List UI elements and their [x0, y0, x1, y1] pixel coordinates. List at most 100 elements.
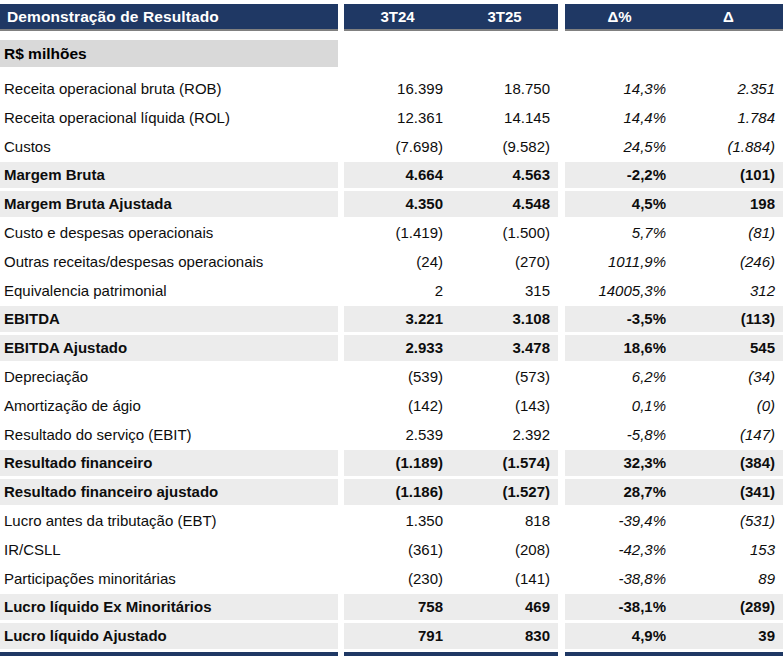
cell-delta: (246) — [674, 249, 783, 275]
table-row: Resultado financeiro (1.189) (1.574) 32,… — [0, 450, 783, 476]
table-row: Equivalencia patrimonial 2 315 14005,3% … — [0, 278, 783, 304]
cell-3t24: (142) — [344, 393, 451, 419]
cell-3t25: (141) — [451, 566, 558, 592]
column-header-delta: Δ — [674, 4, 783, 31]
cell-3t25: (9.582) — [451, 134, 558, 160]
column-gap — [558, 4, 565, 33]
cell-3t25: (573) — [451, 364, 558, 390]
table-row: Outras receitas/despesas operacionais (2… — [0, 249, 783, 275]
table-row: Resultado do serviço (EBIT) 2.539 2.392 … — [0, 422, 783, 448]
cell-3t25: 4.548 — [451, 191, 558, 217]
cell-delta-pct: 24,5% — [565, 134, 674, 160]
column-gap — [558, 306, 565, 332]
cell-delta: 89 — [674, 566, 783, 592]
column-gap — [558, 278, 565, 304]
unit-row: R$ milhões — [0, 40, 783, 67]
cell-delta-pct: 6,2% — [565, 364, 674, 390]
cell-delta-pct: 28,7% — [565, 479, 674, 505]
column-gap — [558, 422, 565, 448]
cell-3t24: (1.419) — [344, 220, 451, 246]
cell-label: Custos — [0, 134, 338, 160]
table-row: Participações minoritárias (230) (141) -… — [0, 566, 783, 592]
cell-label: Lucro antes da tributação (EBT) — [0, 508, 338, 534]
column-gap — [558, 537, 565, 563]
column-gap — [558, 508, 565, 534]
cell-label: Lucro líquido Ex Minoritários — [0, 594, 338, 620]
column-gap — [558, 652, 565, 656]
cell-3t24: 4.350 — [344, 191, 451, 217]
cell-delta: (289) — [674, 594, 783, 620]
cell-delta-pct: 4,9% — [565, 623, 674, 649]
income-statement-page: Demonstração de Resultado 3T24 3T25 Δ% Δ… — [0, 4, 783, 657]
cell-label: IR/CSLL — [0, 537, 338, 563]
cell-delta: 312 — [674, 278, 783, 304]
cell-3t25: (1.500) — [451, 220, 558, 246]
cell-3t25: 830 — [451, 623, 558, 649]
cell-3t24: (7.698) — [344, 134, 451, 160]
cell-label: Margem Bruta Ajustada — [0, 191, 338, 217]
column-gap — [558, 566, 565, 592]
table-body: Receita operacional bruta (ROB) 16.399 1… — [0, 76, 783, 649]
cell-3t24: (361) — [344, 537, 451, 563]
column-gap — [558, 450, 565, 476]
cell-3t24: (1.186) — [344, 479, 451, 505]
border-segment — [0, 652, 338, 656]
border-segment — [565, 652, 674, 656]
empty-cell — [674, 40, 783, 67]
cell-label: Lucro líquido Ajustado — [0, 623, 338, 649]
table-row: Margem Bruta Ajustada 4.350 4.548 4,5% 1… — [0, 191, 783, 217]
table-row: IR/CSLL (361) (208) -42,3% 153 — [0, 537, 783, 563]
cell-3t25: (208) — [451, 537, 558, 563]
empty-cell — [451, 40, 558, 67]
border-segment — [344, 652, 451, 656]
cell-3t25: 3.108 — [451, 306, 558, 332]
empty-cell — [344, 40, 451, 67]
cell-3t24: 3.221 — [344, 306, 451, 332]
column-gap — [558, 134, 565, 160]
cell-delta: 39 — [674, 623, 783, 649]
column-gap — [558, 479, 565, 505]
cell-3t24: 2 — [344, 278, 451, 304]
cell-label: Custo e despesas operacionais — [0, 220, 338, 246]
cell-delta: (147) — [674, 422, 783, 448]
column-gap — [558, 335, 565, 361]
column-header-3t25: 3T25 — [451, 4, 558, 31]
cell-3t25: 3.478 — [451, 335, 558, 361]
cell-delta-pct: 32,3% — [565, 450, 674, 476]
table-row: Lucro antes da tributação (EBT) 1.350 81… — [0, 508, 783, 534]
table-row: Margem Bruta 4.664 4.563 -2,2% (101) — [0, 162, 783, 188]
cell-label: Equivalencia patrimonial — [0, 278, 338, 304]
table-row: Receita operacional bruta (ROB) 16.399 1… — [0, 76, 783, 102]
column-gap — [558, 220, 565, 246]
table-row: Receita operacional líquida (ROL) 12.361… — [0, 105, 783, 131]
column-gap — [558, 364, 565, 390]
cell-delta: 2.351 — [674, 76, 783, 102]
cell-delta-pct: -38,8% — [565, 566, 674, 592]
border-segment — [451, 652, 558, 656]
unit-label: R$ milhões — [0, 40, 338, 67]
cell-delta: (113) — [674, 306, 783, 332]
cell-delta-pct: 5,7% — [565, 220, 674, 246]
cell-delta-pct: 14,4% — [565, 105, 674, 131]
column-gap — [558, 393, 565, 419]
empty-cell — [565, 40, 674, 67]
cell-delta-pct: 4,5% — [565, 191, 674, 217]
cell-delta-pct: 18,6% — [565, 335, 674, 361]
cell-delta: (384) — [674, 450, 783, 476]
cell-3t25: (143) — [451, 393, 558, 419]
cell-delta: 1.784 — [674, 105, 783, 131]
column-header-3t24: 3T24 — [344, 4, 451, 31]
cell-label: Resultado financeiro — [0, 450, 338, 476]
cell-3t24: (24) — [344, 249, 451, 275]
cell-label: Resultado do serviço (EBIT) — [0, 422, 338, 448]
cell-delta: (1.884) — [674, 134, 783, 160]
column-gap — [558, 594, 565, 620]
column-gap — [558, 249, 565, 275]
table-row: EBITDA Ajustado 2.933 3.478 18,6% 545 — [0, 335, 783, 361]
table-row: Lucro líquido Ajustado 791 830 4,9% 39 — [0, 623, 783, 649]
column-gap — [558, 105, 565, 131]
column-gap — [558, 76, 565, 102]
cell-delta-pct: 14005,3% — [565, 278, 674, 304]
cell-delta-pct: -38,1% — [565, 594, 674, 620]
cell-delta-pct: -42,3% — [565, 537, 674, 563]
